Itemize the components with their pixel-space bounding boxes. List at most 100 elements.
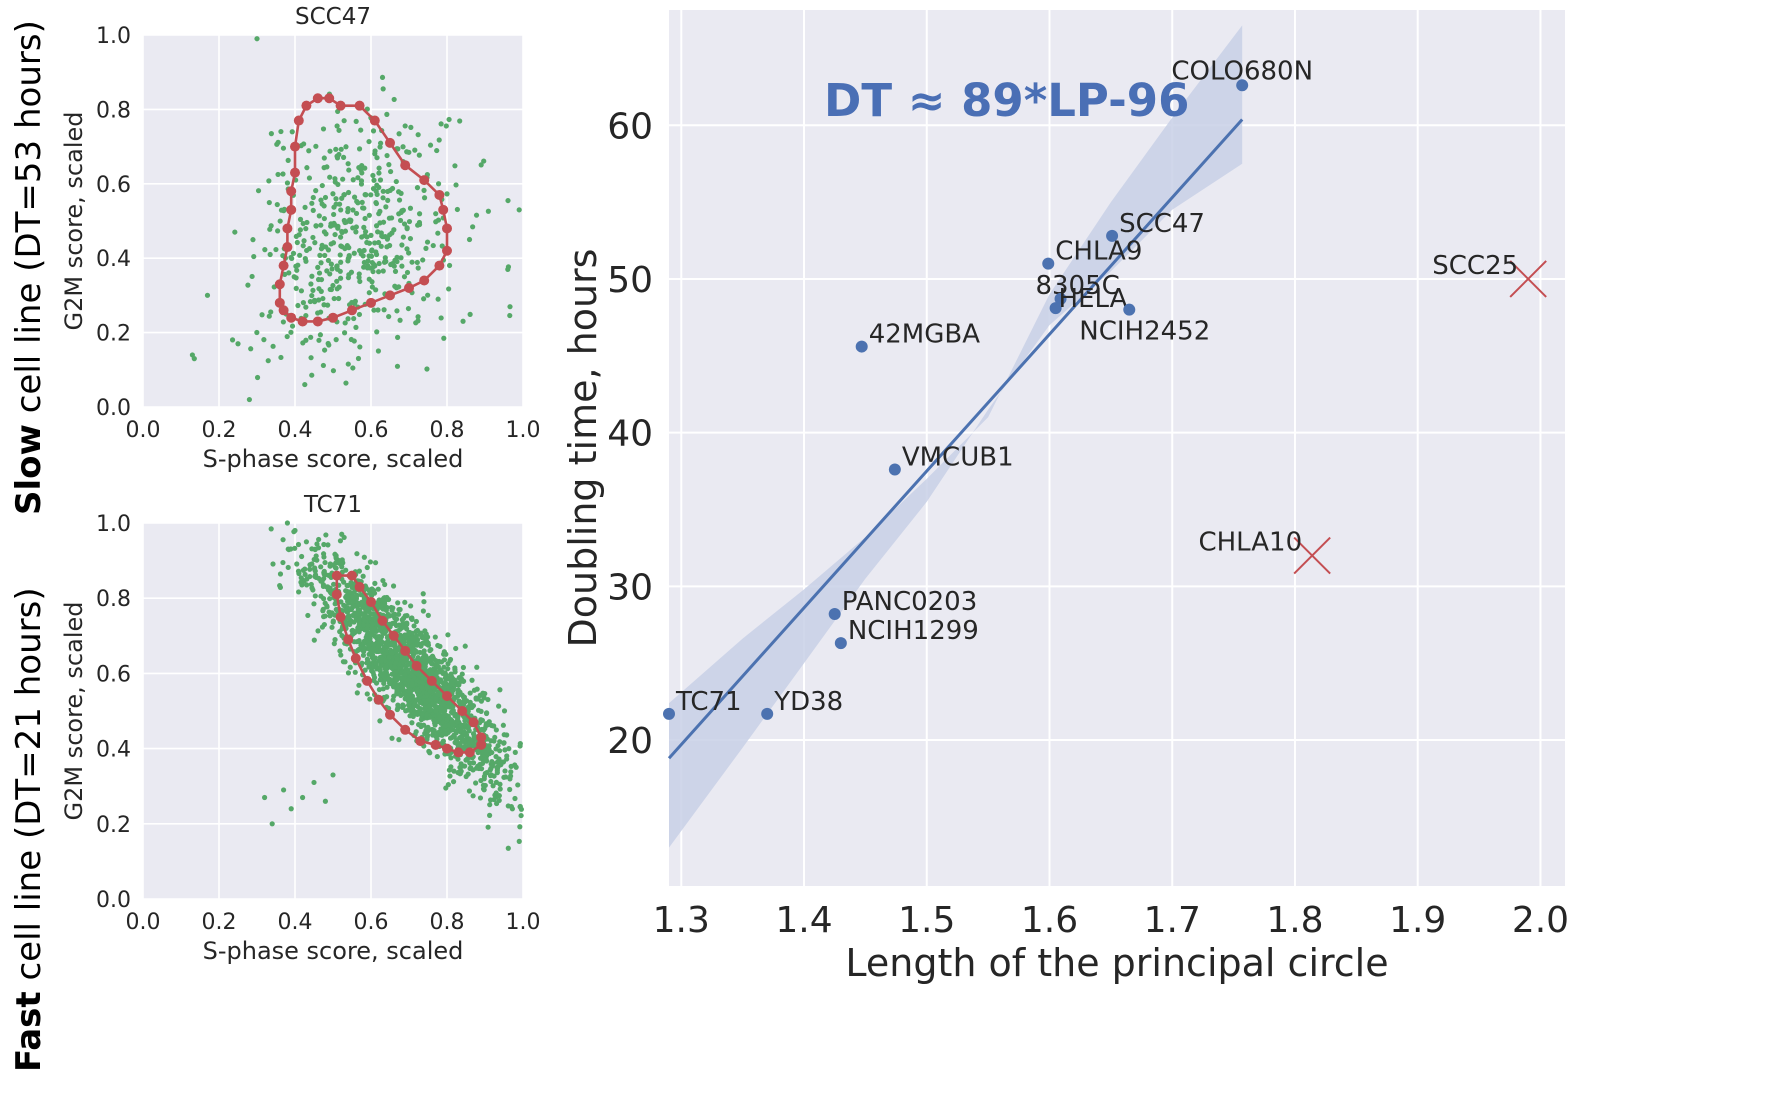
cell-point xyxy=(421,599,427,605)
point-label: 42MGBA xyxy=(869,320,981,350)
cell-point xyxy=(418,717,424,723)
cell-point xyxy=(229,337,236,343)
cell-point xyxy=(384,684,390,690)
cell-point xyxy=(295,262,301,268)
cell-point xyxy=(267,251,273,258)
cell-point xyxy=(259,312,265,318)
cell-point xyxy=(352,603,358,609)
cell-point xyxy=(503,774,509,780)
cell-point xyxy=(312,299,318,305)
cell-point xyxy=(437,677,444,683)
cell-point xyxy=(401,274,408,280)
cell-point xyxy=(501,740,507,746)
cell-point xyxy=(309,372,315,378)
principal-circle-node xyxy=(324,93,335,104)
cell-point xyxy=(321,614,327,620)
cell-point xyxy=(412,647,418,653)
cell-point xyxy=(337,648,343,654)
principal-circle-node xyxy=(301,100,312,111)
cell-point xyxy=(306,148,312,154)
cell-point xyxy=(507,786,513,793)
principal-circle-node xyxy=(419,175,430,186)
cell-point xyxy=(454,206,460,213)
cell-point xyxy=(248,346,254,352)
cell-point xyxy=(396,131,402,137)
cell-line-point xyxy=(828,607,841,620)
principal-circle-node xyxy=(404,282,414,293)
principal-circle-node xyxy=(426,675,437,686)
cell-point xyxy=(372,151,378,157)
cell-point xyxy=(477,795,484,801)
x-tick-label: 1.5 xyxy=(898,900,955,941)
cell-point xyxy=(402,672,408,678)
cell-point xyxy=(404,246,410,252)
cell-point xyxy=(284,180,291,186)
cell-point xyxy=(487,797,494,803)
principal-circle-node xyxy=(297,316,308,327)
cell-point xyxy=(318,288,324,294)
cell-point xyxy=(380,86,386,92)
cell-point xyxy=(470,224,476,230)
cell-point xyxy=(370,186,377,192)
cell-point xyxy=(262,794,268,801)
cell-point xyxy=(330,619,336,625)
cell-point xyxy=(475,763,481,769)
principal-circle-node xyxy=(434,260,445,271)
cell-point xyxy=(422,628,428,634)
cell-point xyxy=(430,242,436,249)
cell-point xyxy=(327,596,333,602)
cell-point xyxy=(353,229,359,235)
cell-point xyxy=(338,259,344,265)
cell-point xyxy=(345,605,351,611)
cell-point xyxy=(399,704,406,711)
cell-point xyxy=(281,208,287,214)
cell-point xyxy=(294,561,300,567)
cell-point xyxy=(341,192,347,198)
cell-point xyxy=(302,256,308,262)
cell-point xyxy=(437,715,443,722)
cell-point xyxy=(417,631,423,637)
cell-point xyxy=(351,315,357,322)
cell-point xyxy=(473,212,480,218)
cell-point xyxy=(500,722,506,728)
cell-point xyxy=(367,696,373,702)
cell-point xyxy=(191,356,197,362)
cell-point xyxy=(477,692,483,698)
cell-point xyxy=(339,633,345,639)
cell-point xyxy=(265,358,271,364)
cell-point xyxy=(298,575,304,581)
principal-circle-node xyxy=(468,717,479,728)
cell-point xyxy=(427,750,433,756)
cell-point xyxy=(517,743,523,749)
cell-point xyxy=(335,181,341,188)
cell-point xyxy=(467,690,473,696)
cell-point xyxy=(356,164,362,171)
cell-point xyxy=(473,696,479,702)
cell-point xyxy=(373,680,380,686)
cell-point xyxy=(416,692,422,698)
point-label: TC71 xyxy=(675,687,742,717)
principal-circle-node xyxy=(400,724,411,735)
cell-point xyxy=(235,341,241,347)
cell-point xyxy=(319,242,325,248)
cell-point xyxy=(318,593,324,599)
cell-point xyxy=(281,787,287,793)
cell-point xyxy=(312,568,318,574)
cell-point xyxy=(326,609,332,615)
cell-point xyxy=(489,763,495,769)
principal-circle-node xyxy=(385,290,395,301)
y-tick-label: 0.2 xyxy=(96,322,131,347)
cell-point xyxy=(427,142,434,148)
principal-circle-node xyxy=(400,645,411,656)
cell-point xyxy=(345,316,351,322)
cell-point xyxy=(450,709,456,715)
cell-point xyxy=(350,225,356,231)
cell-point xyxy=(394,308,400,314)
point-label: YD38 xyxy=(773,687,843,717)
cell-point xyxy=(268,526,274,532)
cell-point xyxy=(363,192,369,198)
cell-point xyxy=(320,551,327,557)
cell-point xyxy=(338,275,344,281)
cell-point xyxy=(318,564,324,570)
cell-point xyxy=(300,794,306,801)
